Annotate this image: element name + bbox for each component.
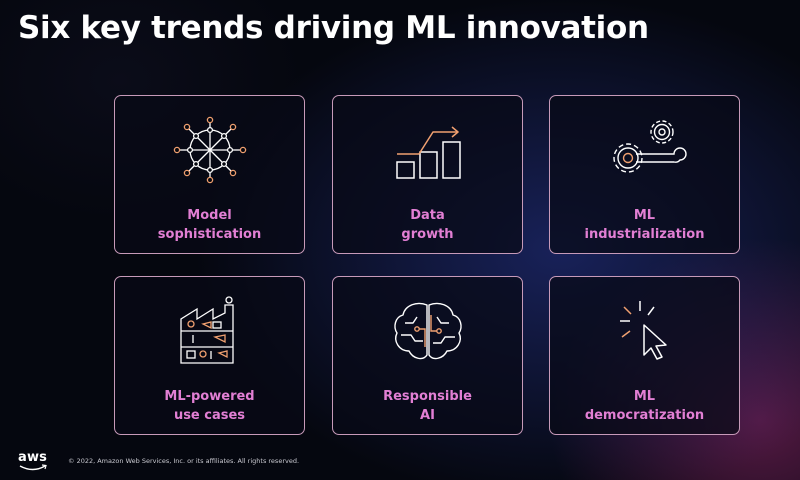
factory-icon bbox=[165, 295, 255, 367]
trend-card-ml-democratization: ML democratization bbox=[549, 276, 740, 435]
copyright-text: © 2022, Amazon Web Services, Inc. or its… bbox=[68, 457, 300, 465]
aws-logo: aws bbox=[18, 450, 50, 474]
cursor-click-icon bbox=[600, 295, 690, 367]
trend-label-line2: growth bbox=[401, 227, 454, 242]
trend-label: Model sophistication bbox=[115, 206, 304, 244]
trend-label: Data growth bbox=[333, 206, 522, 244]
trend-card-responsible-ai: Responsible AI bbox=[332, 276, 523, 435]
trend-label-line1: ML bbox=[633, 208, 656, 223]
trend-label-line1: Data bbox=[410, 208, 445, 223]
trend-label: ML industrialization bbox=[550, 206, 739, 244]
trend-label: ML-powered use cases bbox=[115, 387, 304, 425]
trend-label: ML democratization bbox=[550, 387, 739, 425]
growth-chart-icon bbox=[383, 114, 473, 186]
trend-label-line1: ML-powered bbox=[164, 389, 255, 404]
brain-circuit-icon bbox=[383, 295, 473, 367]
trend-label: Responsible AI bbox=[333, 387, 522, 425]
trend-label-line2: use cases bbox=[173, 408, 246, 423]
aws-logo-text: aws bbox=[18, 450, 48, 465]
aws-smile-icon bbox=[19, 464, 47, 471]
trend-label-line1: Model bbox=[187, 208, 232, 223]
slide-title: Six key trends driving ML innovation bbox=[18, 10, 649, 46]
trend-label-line2: AI bbox=[420, 408, 435, 423]
trend-card-ml-industrialization: ML industrialization bbox=[549, 95, 740, 254]
trend-label-line2: democratization bbox=[584, 408, 705, 423]
trend-card-model-sophistication: Model sophistication bbox=[114, 95, 305, 254]
trend-card-ml-powered-use-cases: ML-powered use cases bbox=[114, 276, 305, 435]
trend-label-line1: ML bbox=[633, 389, 656, 404]
trend-label-line1: Responsible bbox=[383, 389, 472, 404]
gears-wrench-icon bbox=[600, 114, 690, 186]
neural-network-icon bbox=[165, 114, 255, 186]
trend-card-data-growth: Data growth bbox=[332, 95, 523, 254]
trend-label-line2: industrialization bbox=[584, 227, 705, 242]
trend-label-line2: sophistication bbox=[157, 227, 262, 242]
